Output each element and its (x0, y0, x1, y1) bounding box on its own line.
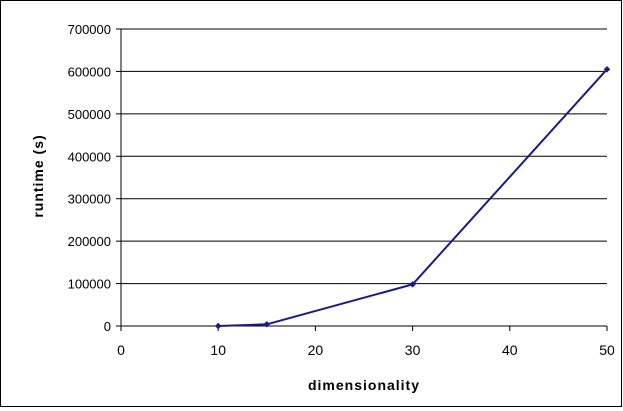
grid-lines (121, 28, 607, 285)
axes (120, 29, 607, 327)
y-tick-label-300000: 300000 (68, 192, 111, 207)
y-axis-ticks: 0 100000 200000 300000 400000 500000 600000 700… (68, 22, 121, 334)
y-tick-label-0: 0 (104, 319, 111, 334)
x-axis-title: dimensionality (308, 377, 420, 393)
y-tick-label-600000: 600000 (68, 64, 111, 79)
series-line-0 (218, 68, 608, 327)
y-tick-label-500000: 500000 (68, 107, 111, 122)
data-point-0-0 (214, 322, 222, 330)
data-point-0-3 (603, 65, 611, 73)
data-point-0-1 (263, 320, 271, 328)
y-axis-title: runtime (s) (30, 134, 46, 217)
y-tick-label-400000: 400000 (68, 149, 111, 164)
x-tick-label-0: 0 (117, 342, 125, 358)
data-point-0-2 (409, 281, 416, 288)
y-tick-label-200000: 200000 (68, 234, 111, 249)
y-tick-label-100000: 100000 (68, 277, 111, 292)
series-layer (214, 65, 611, 330)
y-tick-label-700000: 700000 (68, 22, 111, 37)
x-tick-label-10: 10 (210, 342, 226, 358)
x-axis-ticks: 0 10 20 30 40 50 (117, 326, 615, 358)
x-tick-label-30: 30 (405, 342, 421, 358)
x-tick-label-40: 40 (502, 342, 518, 358)
x-tick-label-50: 50 (599, 342, 615, 358)
x-tick-label-20: 20 (308, 342, 324, 358)
